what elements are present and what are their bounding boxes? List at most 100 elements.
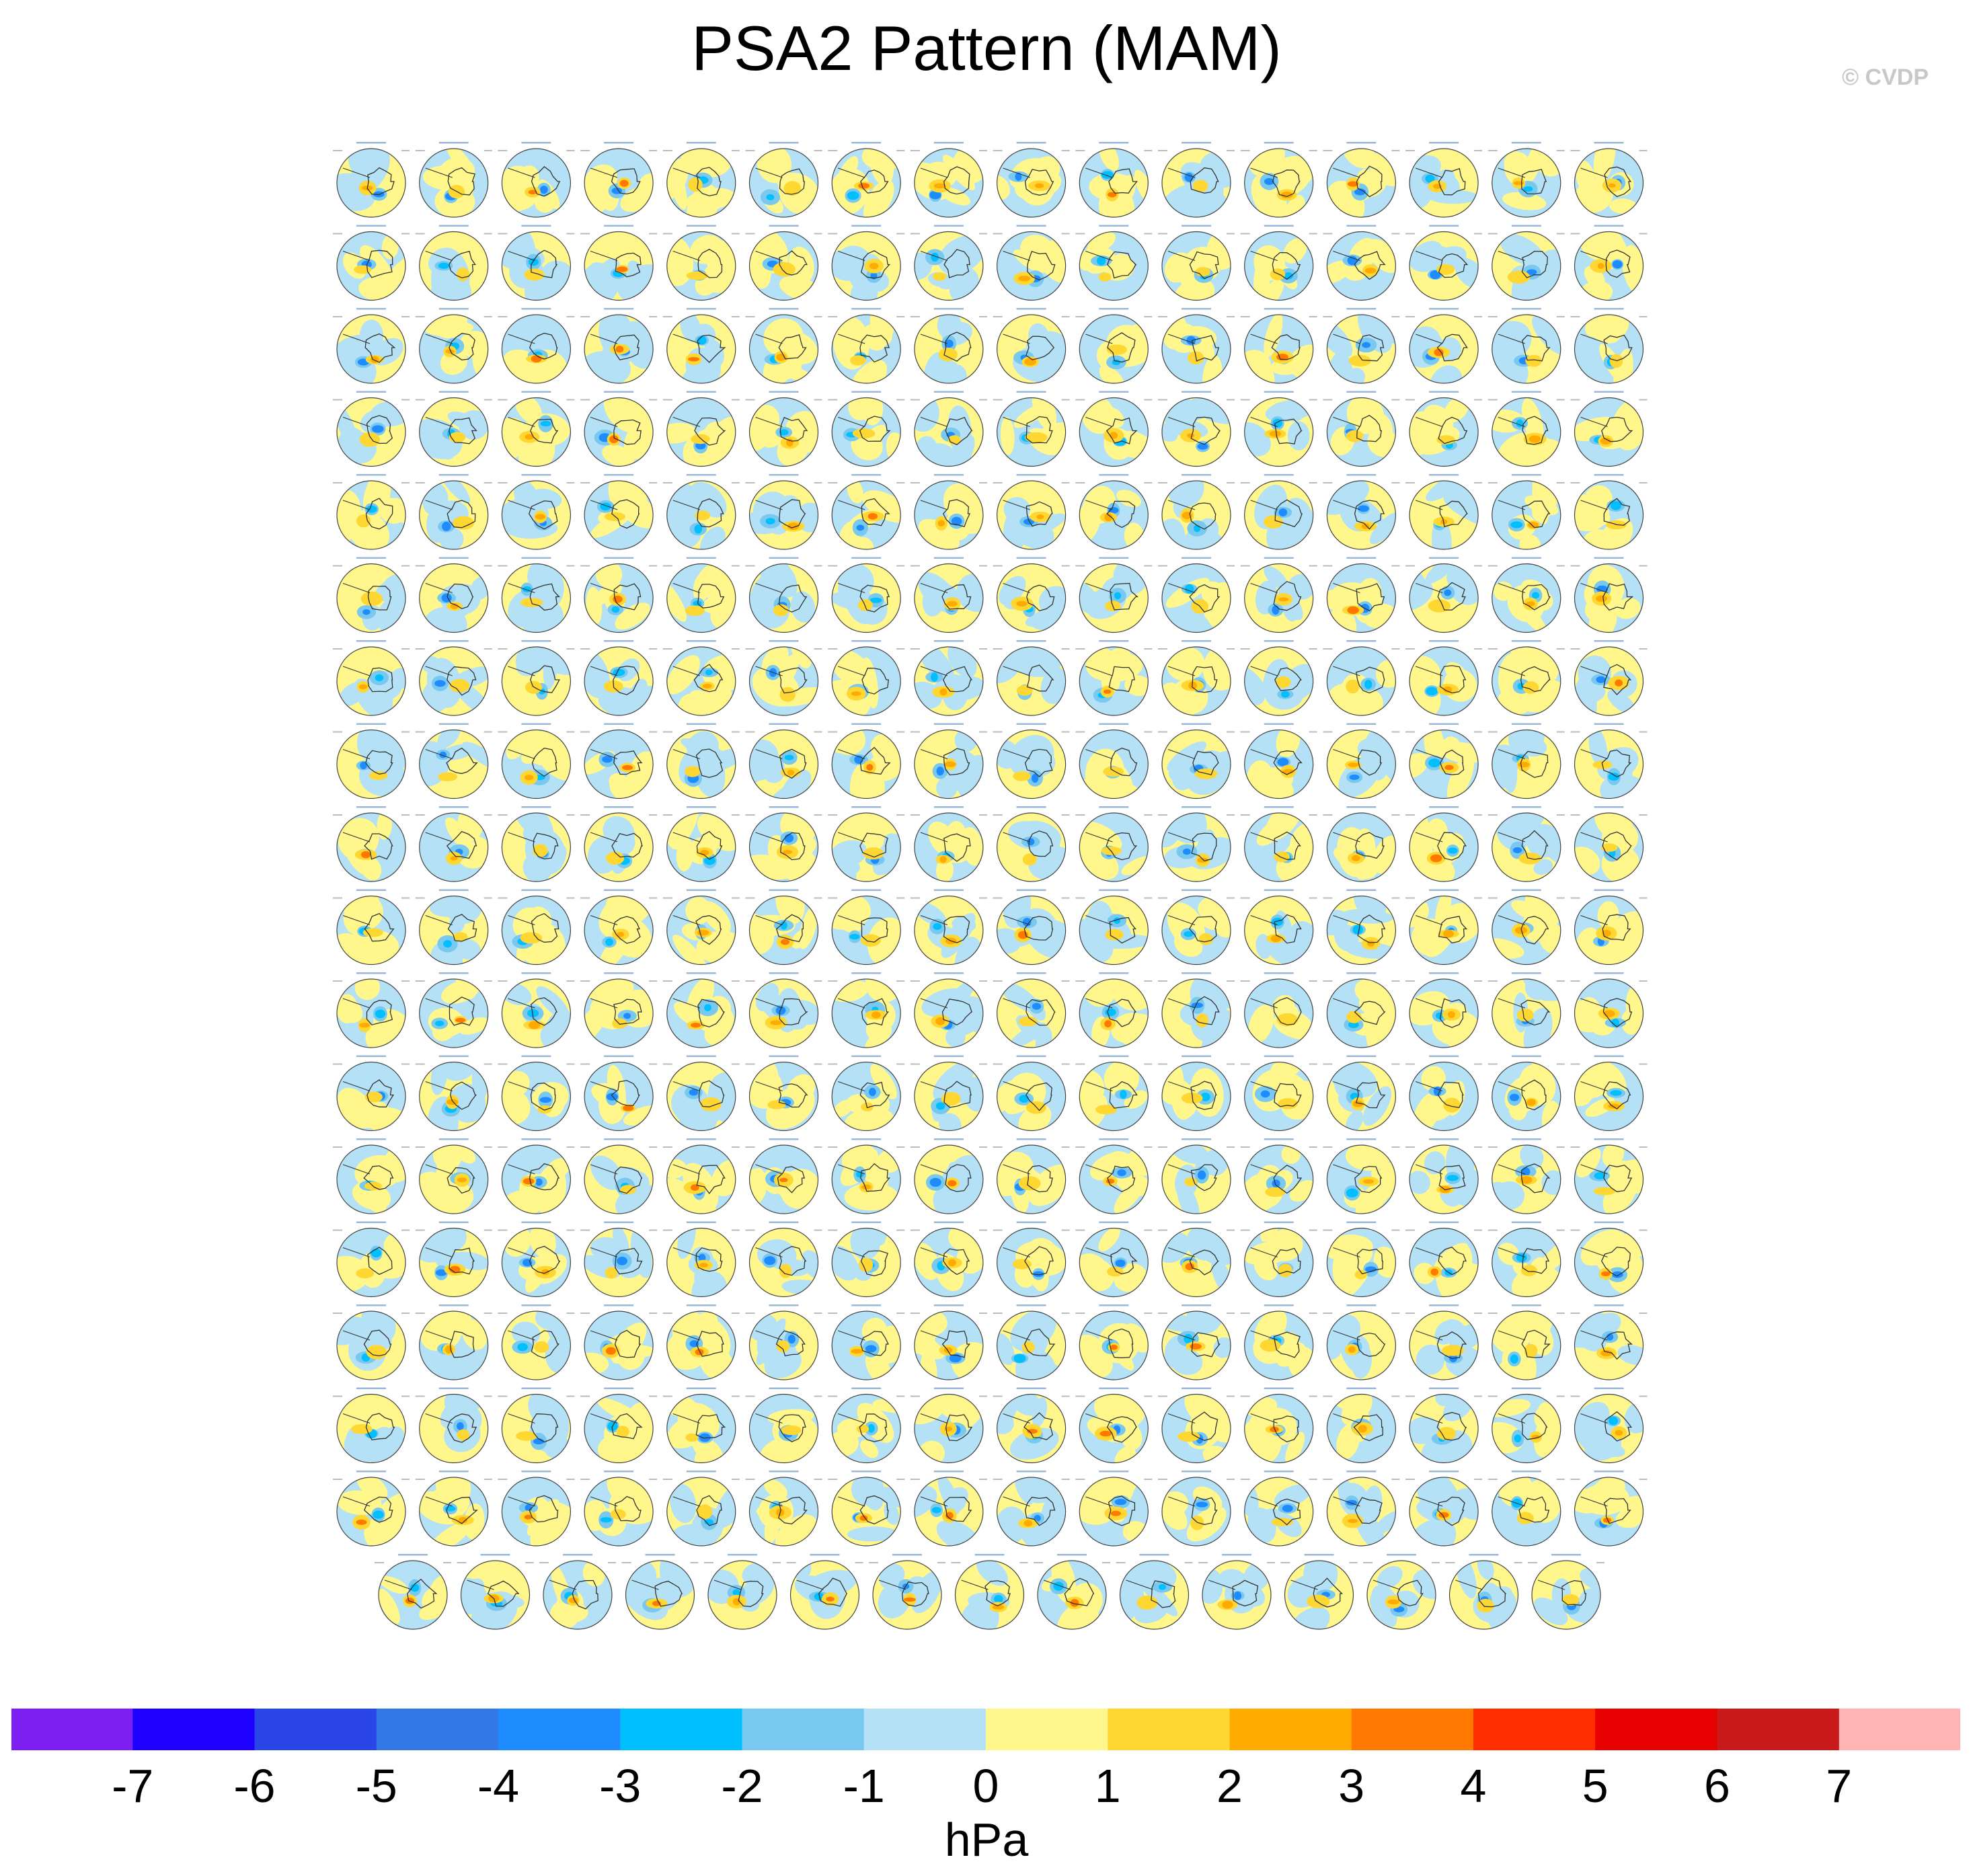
- panel-corner-label: [1556, 1063, 1565, 1065]
- map-panel: [1445, 1554, 1522, 1630]
- map-panel: [498, 972, 575, 1048]
- panel-border: [666, 231, 736, 301]
- panel-corner-label: [1158, 1395, 1167, 1397]
- positive-anomaly-core: [1348, 763, 1359, 767]
- anomaly-region: [610, 831, 635, 856]
- panel-corner-label: [1474, 1146, 1483, 1148]
- positive-anomaly: [525, 680, 543, 694]
- panel-corner-label: [1323, 1479, 1333, 1480]
- coastline: [755, 334, 783, 344]
- anomaly-region: [1426, 481, 1469, 502]
- panel-corner-label: [1639, 897, 1648, 899]
- panel-corner-label: [1639, 814, 1648, 816]
- map-panel: [580, 474, 658, 550]
- coastline: [366, 167, 395, 195]
- map-panel: [1240, 723, 1317, 799]
- map-panel: [745, 1304, 822, 1380]
- map-panel: [1405, 972, 1483, 1048]
- panel-corner-label: [993, 233, 1003, 235]
- panel-title-mark: [851, 1055, 882, 1057]
- coastline: [530, 1083, 556, 1111]
- panel-title-mark: [769, 225, 799, 227]
- coastline: [672, 416, 700, 428]
- coastline: [672, 1164, 700, 1175]
- anomaly-region: [923, 161, 958, 188]
- panel-title-mark: [1016, 225, 1046, 227]
- panel-corner-label: [910, 1395, 920, 1397]
- coastline: [779, 499, 806, 529]
- panel-border: [1574, 231, 1644, 301]
- panel-border: [1574, 148, 1644, 218]
- coastline: [838, 832, 865, 843]
- coastline: [755, 666, 783, 676]
- panel-corner-label: [1240, 482, 1250, 483]
- colorbar-tick-label: -2: [721, 1760, 763, 1812]
- panel-title-mark: [1264, 723, 1294, 725]
- panel-title-mark: [1346, 889, 1377, 891]
- coastline: [1415, 167, 1443, 178]
- map-panel: [1075, 889, 1153, 966]
- panel-corner-label: [566, 1313, 575, 1314]
- coastline: [530, 665, 560, 693]
- panel-title-mark: [1139, 1554, 1169, 1556]
- panel-border: [996, 1061, 1067, 1132]
- panel-corner-label: [1144, 1146, 1153, 1148]
- coastline: [1191, 335, 1220, 362]
- panel-corner-label: [1309, 1146, 1317, 1148]
- coastline: [1520, 916, 1549, 945]
- positive-anomaly: [456, 267, 469, 282]
- anomaly-region: [1520, 979, 1551, 1001]
- panel-title-mark: [769, 1221, 799, 1223]
- panel-border: [1326, 480, 1397, 550]
- panel-corner-label: [566, 814, 575, 816]
- map-panel: [1570, 640, 1648, 716]
- coastline: [367, 667, 393, 693]
- panel-corner-label: [1309, 648, 1317, 650]
- coastline: [1167, 167, 1196, 178]
- anomaly-region: [1099, 149, 1120, 171]
- panel-title-mark: [1551, 1554, 1581, 1556]
- panel-corner-label: [1227, 316, 1235, 317]
- panel-corner-label: [731, 150, 740, 151]
- panel-title-mark: [1346, 723, 1377, 725]
- colorbar-segment: [11, 1708, 133, 1751]
- anomaly-region: [1265, 813, 1303, 841]
- panel-title-mark: [521, 1387, 551, 1389]
- panel-corner-label: [415, 565, 425, 567]
- map-panel: [910, 1304, 987, 1380]
- panel-corner-label: [566, 1395, 575, 1397]
- anomaly-region: [680, 315, 701, 342]
- panel-corner-label: [483, 1313, 492, 1314]
- positive-anomaly-core: [619, 180, 629, 187]
- colorbar-segment: [742, 1708, 865, 1751]
- coastline: [1438, 167, 1466, 196]
- coastline: [1003, 500, 1030, 510]
- coastline: [779, 998, 808, 1025]
- panel-corner-label: [415, 233, 425, 235]
- panel-corner-label: [580, 1313, 590, 1314]
- colorbar-segment: [1595, 1708, 1717, 1751]
- panel-corner-label: [1075, 814, 1085, 816]
- panel-corner-label: [1061, 814, 1070, 816]
- panel-corner-label: [1474, 980, 1483, 982]
- negative-anomaly-core: [849, 933, 860, 940]
- panel-corner-label: [415, 482, 425, 483]
- panel-border: [1492, 480, 1561, 550]
- panel-corner-label: [731, 1063, 740, 1065]
- panel-corner-label: [1570, 1395, 1580, 1397]
- copyright-label: © CVDP: [1842, 65, 1929, 90]
- panel-border: [1161, 480, 1231, 550]
- anomaly-region: [1287, 421, 1310, 451]
- colorbar-segment: [863, 1708, 986, 1751]
- panel-corner-label: [910, 814, 920, 816]
- panel-title-mark: [1264, 806, 1294, 808]
- positive-anomaly: [1270, 268, 1286, 280]
- map-panel: [333, 391, 410, 467]
- coastline: [1580, 666, 1608, 676]
- panel-corner-label: [1405, 316, 1416, 317]
- coastline: [1521, 334, 1551, 362]
- panel-border: [1326, 563, 1397, 633]
- panel-corner-label: [498, 565, 508, 567]
- positive-anomaly-core: [623, 1105, 634, 1111]
- panel-corner-label: [1570, 814, 1580, 816]
